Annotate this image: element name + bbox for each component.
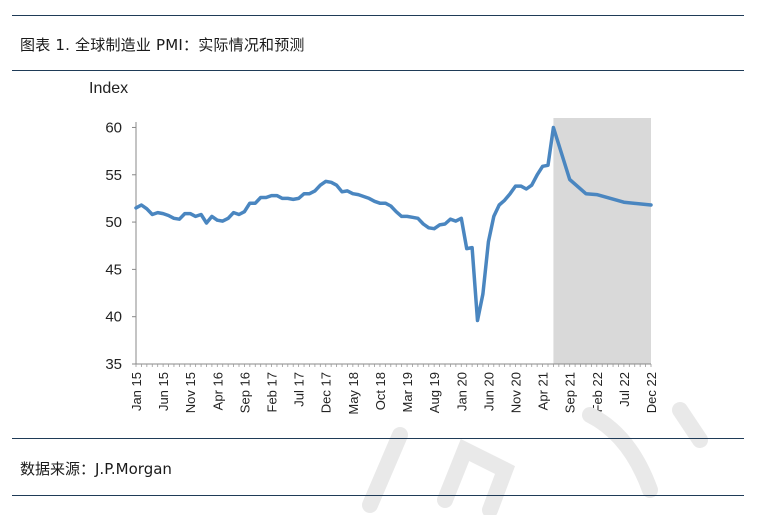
forecast-shading [553, 118, 651, 364]
x-tick-label: Jul 22 [617, 372, 632, 407]
x-tick-label: Dec 22 [644, 372, 659, 413]
figure-title: 图表 1. 全球制造业 PMI：实际情况和预测 [20, 36, 305, 54]
y-tick-label: 40 [105, 309, 122, 326]
x-tick-label: Feb 22 [590, 372, 605, 412]
x-tick-label: Jun 20 [481, 372, 496, 411]
pmi-chart: 35 40 45 50 55 60 Jan 15 Jun 15 Nov 15 Apr 16 Sep… [89, 80, 659, 415]
y-axis-label: Index [89, 80, 128, 97]
x-tick-label: Jan 20 [454, 372, 469, 411]
x-tick-label: Nov 15 [183, 372, 198, 413]
top-rule [12, 15, 744, 16]
x-tick-label: Sep 21 [563, 372, 578, 413]
x-tick-label: Sep 16 [237, 372, 252, 413]
x-tick-label: Oct 18 [373, 372, 388, 410]
x-tick-label: Nov 20 [508, 372, 523, 413]
y-tick-label: 35 [105, 356, 122, 373]
x-tick-label: Jan 15 [129, 372, 144, 411]
x-tick-label: Jun 15 [156, 372, 171, 411]
data-source: 数据来源：J.P.Morgan [20, 460, 172, 478]
x-tick-label: Apr 16 [210, 372, 225, 410]
pmi-series-line [134, 125, 653, 323]
source-rule-top [12, 438, 744, 439]
x-tick-label: Mar 19 [400, 372, 415, 412]
title-rule [12, 70, 744, 71]
x-tick-label: Jul 17 [292, 372, 307, 407]
y-tick-label: 60 [105, 119, 122, 136]
source-rule-bottom [12, 495, 744, 496]
y-tick-label: 45 [105, 261, 122, 278]
x-tick-label: Aug 19 [427, 372, 442, 413]
y-tick-label: 50 [105, 214, 122, 231]
x-tick-label: May 18 [346, 372, 361, 415]
x-tick-label: Dec 17 [319, 372, 334, 413]
x-tick-label: Feb 17 [265, 372, 280, 412]
y-tick-label: 55 [105, 167, 122, 184]
x-tick-label: Apr 21 [536, 372, 551, 410]
